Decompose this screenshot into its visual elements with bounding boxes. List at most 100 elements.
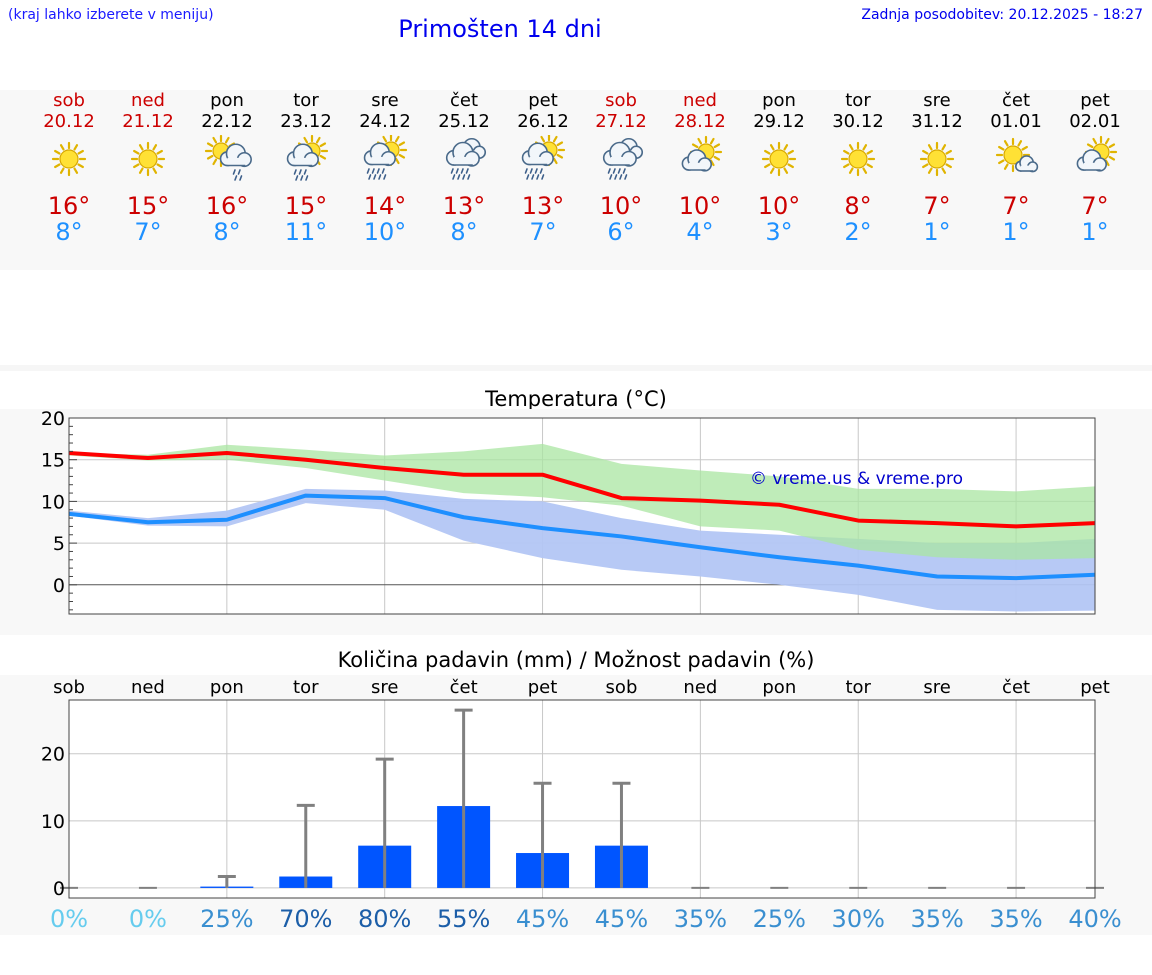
temp-min: 1°	[1002, 218, 1030, 246]
day-date: 27.12	[595, 111, 647, 132]
temp-min: 11°	[284, 218, 328, 246]
temp-max: 15°	[284, 192, 328, 220]
day-name: sre	[923, 90, 951, 111]
category-label: tor	[845, 677, 871, 698]
forecast-day: sob 27.12 10° 6°	[582, 90, 660, 246]
day-name: pon	[762, 90, 796, 111]
temp-max: 13°	[521, 192, 565, 220]
sun-cloud-light-rain-icon	[204, 135, 252, 181]
category-label: ned	[683, 677, 717, 698]
temp-max: 7°	[1081, 192, 1109, 220]
temperature-chart-title: Temperatura (°C)	[485, 387, 667, 411]
forecast-day: pet 26.12 13° 7°	[504, 90, 582, 246]
precip-probability: 25%	[200, 905, 253, 933]
temp-min: 8°	[450, 218, 478, 246]
day-name: pon	[210, 90, 244, 111]
temp-max: 13°	[442, 192, 486, 220]
cloud-shape	[602, 141, 637, 167]
category-label: sre	[371, 677, 398, 698]
temp-max: 10°	[678, 192, 722, 220]
separator	[0, 365, 1152, 371]
temp-min: 8°	[55, 218, 83, 246]
precip-probability: 25%	[753, 905, 806, 933]
precip-probability: 45%	[516, 905, 569, 933]
cloud-rain-icon	[445, 137, 487, 180]
day-date: 24.12	[359, 111, 411, 132]
y-tick-label: 10	[41, 811, 65, 833]
temp-min: 1°	[923, 218, 951, 246]
day-date: 21.12	[122, 111, 174, 132]
rain-drops	[524, 168, 545, 180]
cloud-shape	[445, 141, 480, 167]
rain-drops	[232, 169, 243, 181]
y-tick-label: 0	[53, 575, 65, 597]
precip-probability: 55%	[437, 905, 490, 933]
precip-probability: 40%	[1068, 905, 1121, 933]
y-tick-label: 20	[41, 409, 65, 430]
category-label: tor	[293, 677, 319, 698]
day-date: 26.12	[517, 111, 569, 132]
day-name: sob	[605, 90, 637, 111]
menu-hint: (kraj lahko izberete v meniju)	[8, 7, 214, 23]
day-name: tor	[293, 90, 319, 111]
category-label: čet	[450, 677, 478, 698]
rain-drops	[450, 168, 471, 180]
rain-drops	[607, 168, 628, 180]
sun-icon	[919, 141, 955, 177]
category-label: čet	[1002, 677, 1030, 698]
forecast-day: sob 20.12 16° 8°	[30, 90, 108, 246]
sun-cloud-rain-icon	[286, 135, 329, 181]
cloud-shape	[1014, 155, 1039, 173]
temp-min: 3°	[765, 218, 793, 246]
sun-shape	[51, 141, 87, 177]
temp-max: 7°	[923, 192, 951, 220]
cloud-shape	[286, 143, 319, 168]
max-temp-range-band	[69, 443, 1095, 560]
sun-icon	[840, 141, 876, 177]
day-date: 30.12	[832, 111, 884, 132]
min-temp-range-band	[69, 488, 1095, 612]
category-label: sob	[606, 677, 638, 698]
day-date: 02.01	[1069, 111, 1121, 132]
category-label: pon	[762, 677, 796, 698]
precip-probability: 0%	[129, 905, 167, 933]
cloud-shape	[521, 142, 554, 167]
sun-shape	[761, 141, 797, 177]
temperature-chart: 0 5 10 15 20 © vreme.us & vreme.pro	[41, 409, 1096, 615]
plot-frame	[68, 699, 1096, 899]
temp-min: 2°	[844, 218, 872, 246]
cloud-shape	[1076, 149, 1107, 172]
category-label: ned	[131, 677, 165, 698]
day-date: 22.12	[201, 111, 253, 132]
y-tick-label: 0	[53, 878, 65, 900]
last-update: Zadnja posodobitev: 20.12.2025 - 18:27	[861, 7, 1143, 23]
precipitation-chart-title: Količina padavin (mm) / Možnost padavin …	[337, 648, 815, 672]
day-name: pet	[528, 90, 558, 111]
cloud-rain-icon	[602, 137, 644, 180]
day-name: ned	[683, 90, 717, 111]
precip-probability: 45%	[595, 905, 648, 933]
category-label: sob	[53, 677, 85, 698]
precip-probability: 80%	[358, 905, 411, 933]
y-tick-label: 20	[41, 744, 65, 766]
day-name: tor	[845, 90, 871, 111]
day-name: sre	[371, 90, 399, 111]
precip-probability: 35%	[674, 905, 727, 933]
forecast-day: sre 31.12 7° 1°	[898, 90, 976, 246]
temp-min: 10°	[363, 218, 407, 246]
min-temp-line	[68, 493, 1096, 581]
category-label: pet	[528, 677, 558, 698]
precip-probability: 35%	[989, 905, 1042, 933]
day-date: 23.12	[280, 111, 332, 132]
y-tick-label: 15	[41, 450, 65, 472]
category-label: pet	[1080, 677, 1110, 698]
day-date: 29.12	[753, 111, 805, 132]
sun-shape	[919, 141, 955, 177]
temp-max: 7°	[1002, 192, 1030, 220]
category-label: pon	[210, 677, 244, 698]
sun-icon	[761, 141, 797, 177]
page-title: Primošten 14 dni	[398, 15, 602, 43]
temp-min: 4°	[686, 218, 714, 246]
sun-cloud-icon	[1076, 135, 1118, 172]
y-tick-label: 5	[53, 533, 65, 555]
